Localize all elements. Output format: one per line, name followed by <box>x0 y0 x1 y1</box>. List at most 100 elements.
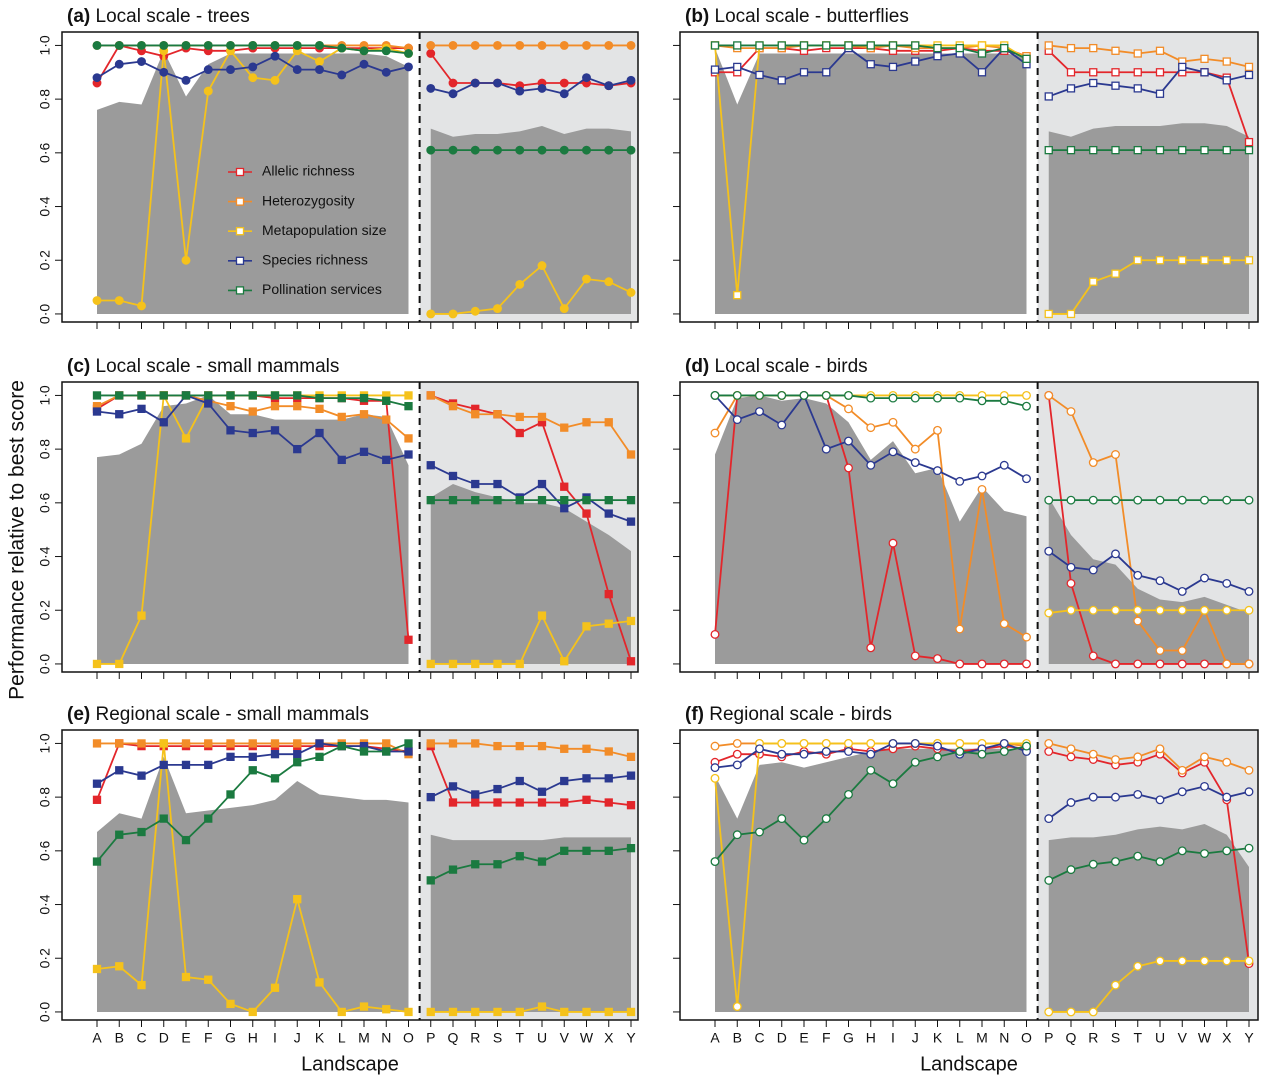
marker <box>1022 474 1031 484</box>
marker <box>1044 92 1053 101</box>
marker <box>1044 747 1054 756</box>
x-tick-label: A <box>710 1030 720 1046</box>
marker <box>1200 68 1209 77</box>
marker <box>821 814 831 824</box>
marker <box>515 145 525 155</box>
marker <box>515 40 525 50</box>
panel-title: (b) Local scale - butterflies <box>685 6 909 27</box>
marker <box>560 423 569 432</box>
marker <box>999 747 1009 756</box>
series-line <box>430 742 632 758</box>
marker <box>270 40 280 50</box>
marker <box>515 852 524 861</box>
marker <box>493 1007 502 1017</box>
marker <box>493 860 502 869</box>
legend-label: Heterozygosity <box>262 192 355 208</box>
marker <box>1177 659 1187 669</box>
x-tick-label: I <box>891 1030 895 1046</box>
marker <box>559 89 569 99</box>
marker <box>248 391 257 400</box>
marker <box>1111 755 1120 764</box>
panel-title: (d) Local scale - birds <box>685 356 868 377</box>
marker <box>426 876 435 885</box>
marker <box>1133 570 1143 580</box>
marker <box>1244 256 1254 265</box>
marker <box>559 78 569 88</box>
marker <box>910 757 920 767</box>
marker <box>844 463 853 473</box>
marker <box>137 404 146 414</box>
marker <box>1111 46 1120 55</box>
marker <box>270 402 280 411</box>
marker <box>1200 781 1209 791</box>
x-tick-label: F <box>822 1030 831 1046</box>
marker <box>777 76 786 85</box>
marker <box>1222 846 1232 856</box>
series-line <box>430 847 632 882</box>
marker <box>448 471 458 481</box>
marker <box>1244 495 1254 505</box>
marker <box>448 78 458 88</box>
marker <box>115 739 124 748</box>
plot-frame <box>61 31 639 323</box>
y-tick-label: 1·0 <box>37 733 53 753</box>
marker <box>582 495 591 505</box>
x-tick-label: P <box>426 1030 435 1046</box>
marker <box>626 657 636 666</box>
marker <box>337 43 347 53</box>
marker <box>404 450 413 459</box>
marker <box>1088 749 1098 759</box>
marker <box>1089 145 1098 155</box>
x-tick-label: R <box>470 1030 480 1046</box>
marker <box>181 391 191 400</box>
marker <box>270 774 280 783</box>
series-line <box>430 1005 631 1013</box>
x-tick-label: E <box>799 1030 808 1046</box>
marker <box>910 393 920 403</box>
marker <box>626 771 636 780</box>
marker <box>1088 495 1098 505</box>
marker <box>426 495 435 505</box>
marker <box>293 750 302 759</box>
marker <box>1066 752 1076 762</box>
marker <box>977 49 987 58</box>
marker <box>137 57 146 66</box>
marker <box>1044 546 1054 556</box>
marker <box>888 779 898 789</box>
marker <box>404 49 413 58</box>
marker <box>604 40 614 50</box>
y-tick-label: 0·0 <box>37 654 53 674</box>
x-tick-label: X <box>1222 1030 1232 1046</box>
marker <box>248 40 258 50</box>
plot-frame <box>679 381 1259 673</box>
marker <box>470 78 480 88</box>
marker <box>137 827 146 837</box>
marker <box>382 396 391 405</box>
marker <box>1244 787 1254 797</box>
series-line <box>1048 960 1249 1013</box>
marker <box>1200 956 1209 966</box>
marker <box>204 814 213 823</box>
marker <box>1244 765 1254 775</box>
marker <box>448 865 458 874</box>
marker <box>1066 68 1076 77</box>
marker <box>337 70 347 80</box>
marker <box>1177 495 1187 505</box>
marker <box>1089 68 1098 77</box>
legend-label: Allelic richness <box>262 163 355 179</box>
marker <box>1133 256 1142 265</box>
marker <box>1133 49 1142 58</box>
marker <box>382 455 391 465</box>
marker <box>844 747 853 756</box>
marker <box>910 458 920 468</box>
marker <box>1000 43 1009 53</box>
marker <box>799 835 809 845</box>
marker <box>1044 814 1054 824</box>
marker <box>1200 849 1209 858</box>
marker <box>359 393 369 403</box>
marker <box>999 738 1009 748</box>
series-line <box>1048 609 1249 614</box>
marker <box>999 659 1009 669</box>
y-tick-label: 0·2 <box>37 600 53 620</box>
marker <box>337 1007 346 1017</box>
